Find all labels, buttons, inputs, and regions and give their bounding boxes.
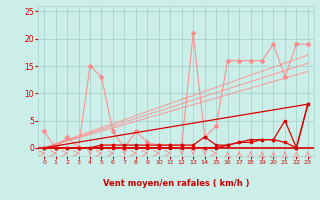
X-axis label: Vent moyen/en rafales ( km/h ): Vent moyen/en rafales ( km/h ) (103, 179, 249, 188)
